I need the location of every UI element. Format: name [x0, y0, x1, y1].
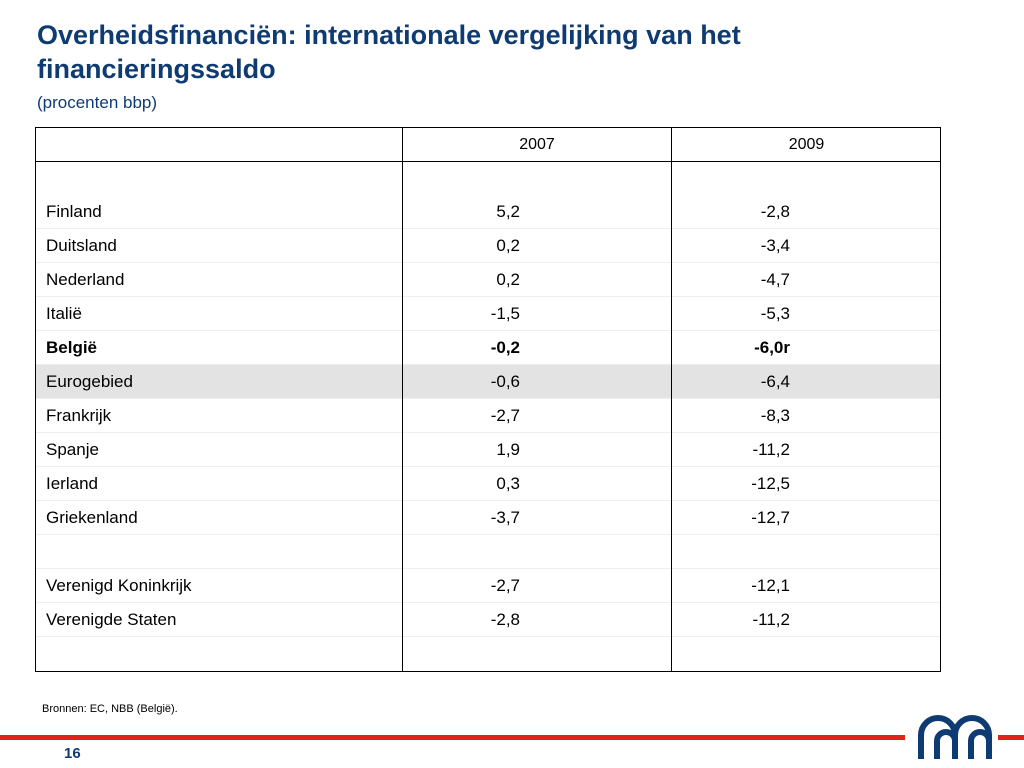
- table-row: [36, 535, 940, 569]
- value-2007: -0,2: [490, 338, 520, 357]
- table-row: Ierland 0,3 -12,5: [36, 467, 940, 501]
- value-2007: -2,8: [490, 610, 520, 629]
- table-row: Griekenland -3,7 -12,7: [36, 501, 940, 535]
- table-row: België -0,2 -6,0r: [36, 331, 940, 365]
- value-2009: -11,2: [752, 610, 791, 629]
- value-2007: -1,5: [490, 304, 520, 323]
- value-2007: -2,7: [490, 576, 520, 595]
- comparison-table: 2007 2009 Finland 5,2 -2,8 Duitsland 0,2 -3,4…: [35, 127, 941, 672]
- country-name: Griekenland: [46, 508, 138, 527]
- value-2007: -2,7: [490, 406, 520, 425]
- value-2009: -8,3: [760, 406, 790, 425]
- country-name: Spanje: [46, 440, 99, 459]
- value-2007: -3,7: [490, 508, 520, 527]
- table-row: Finland 5,2 -2,8: [36, 195, 940, 229]
- table-row: Frankrijk -2,7 -8,3: [36, 399, 940, 433]
- country-name: Duitsland: [46, 236, 117, 255]
- value-2007: 1,9: [496, 440, 520, 459]
- value-2009: -6,4: [760, 372, 790, 391]
- table-row: Spanje 1,9 -11,2: [36, 433, 940, 467]
- value-2009: -4,7: [760, 270, 790, 289]
- value-2009: -12,1: [751, 576, 790, 595]
- column-divider: [402, 128, 403, 671]
- country-name: Ierland: [46, 474, 98, 493]
- table-row: Eurogebied -0,6 -6,4: [36, 365, 940, 399]
- column-header-2007: 2007: [519, 136, 555, 153]
- country-name: Eurogebied: [46, 372, 133, 391]
- value-2009: -12,7: [751, 508, 790, 527]
- country-name: Finland: [46, 202, 102, 221]
- country-name: België: [46, 338, 98, 357]
- slide-subtitle: (procenten bbp): [37, 93, 158, 112]
- slide-title: Overheidsfinanciën: internationale verge…: [37, 20, 741, 84]
- value-2007: 0,3: [496, 474, 520, 493]
- table-row: Nederland 0,2 -4,7: [36, 263, 940, 297]
- table-header-row: 2007 2009: [36, 128, 940, 162]
- value-2009: -2,8: [760, 202, 790, 221]
- footer-accent-bar: [0, 735, 905, 740]
- table-row: Verenigde Staten -2,8 -11,2: [36, 603, 940, 637]
- column-divider: [671, 128, 672, 671]
- country-name: Verenigd Koninkrijk: [46, 576, 192, 595]
- country-name: Verenigde Staten: [46, 610, 177, 629]
- page-number: 16: [64, 745, 81, 762]
- value-2009: -3,4: [760, 236, 790, 255]
- footer-accent-bar: [998, 735, 1024, 740]
- value-2009: -11,2: [752, 440, 791, 459]
- source-note: Bronnen: EC, NBB (België).: [42, 703, 178, 715]
- column-header-2009: 2009: [788, 136, 825, 153]
- nbb-logo-icon: [918, 715, 992, 759]
- country-name: Italië: [46, 304, 82, 323]
- value-2009: -12,5: [751, 474, 790, 493]
- country-name: Frankrijk: [46, 406, 112, 425]
- table-row: Verenigd Koninkrijk -2,7 -12,1: [36, 569, 940, 603]
- value-2007: 0,2: [496, 270, 520, 289]
- value-2007: 5,2: [496, 202, 520, 221]
- table-row: Duitsland 0,2 -3,4: [36, 229, 940, 263]
- value-2007: 0,2: [496, 236, 520, 255]
- country-name: Nederland: [46, 270, 125, 289]
- value-2007: -0,6: [490, 372, 520, 391]
- value-2009: -5,3: [760, 304, 790, 323]
- value-2009: -6,0r: [754, 338, 790, 357]
- table-row: Italië -1,5 -5,3: [36, 297, 940, 331]
